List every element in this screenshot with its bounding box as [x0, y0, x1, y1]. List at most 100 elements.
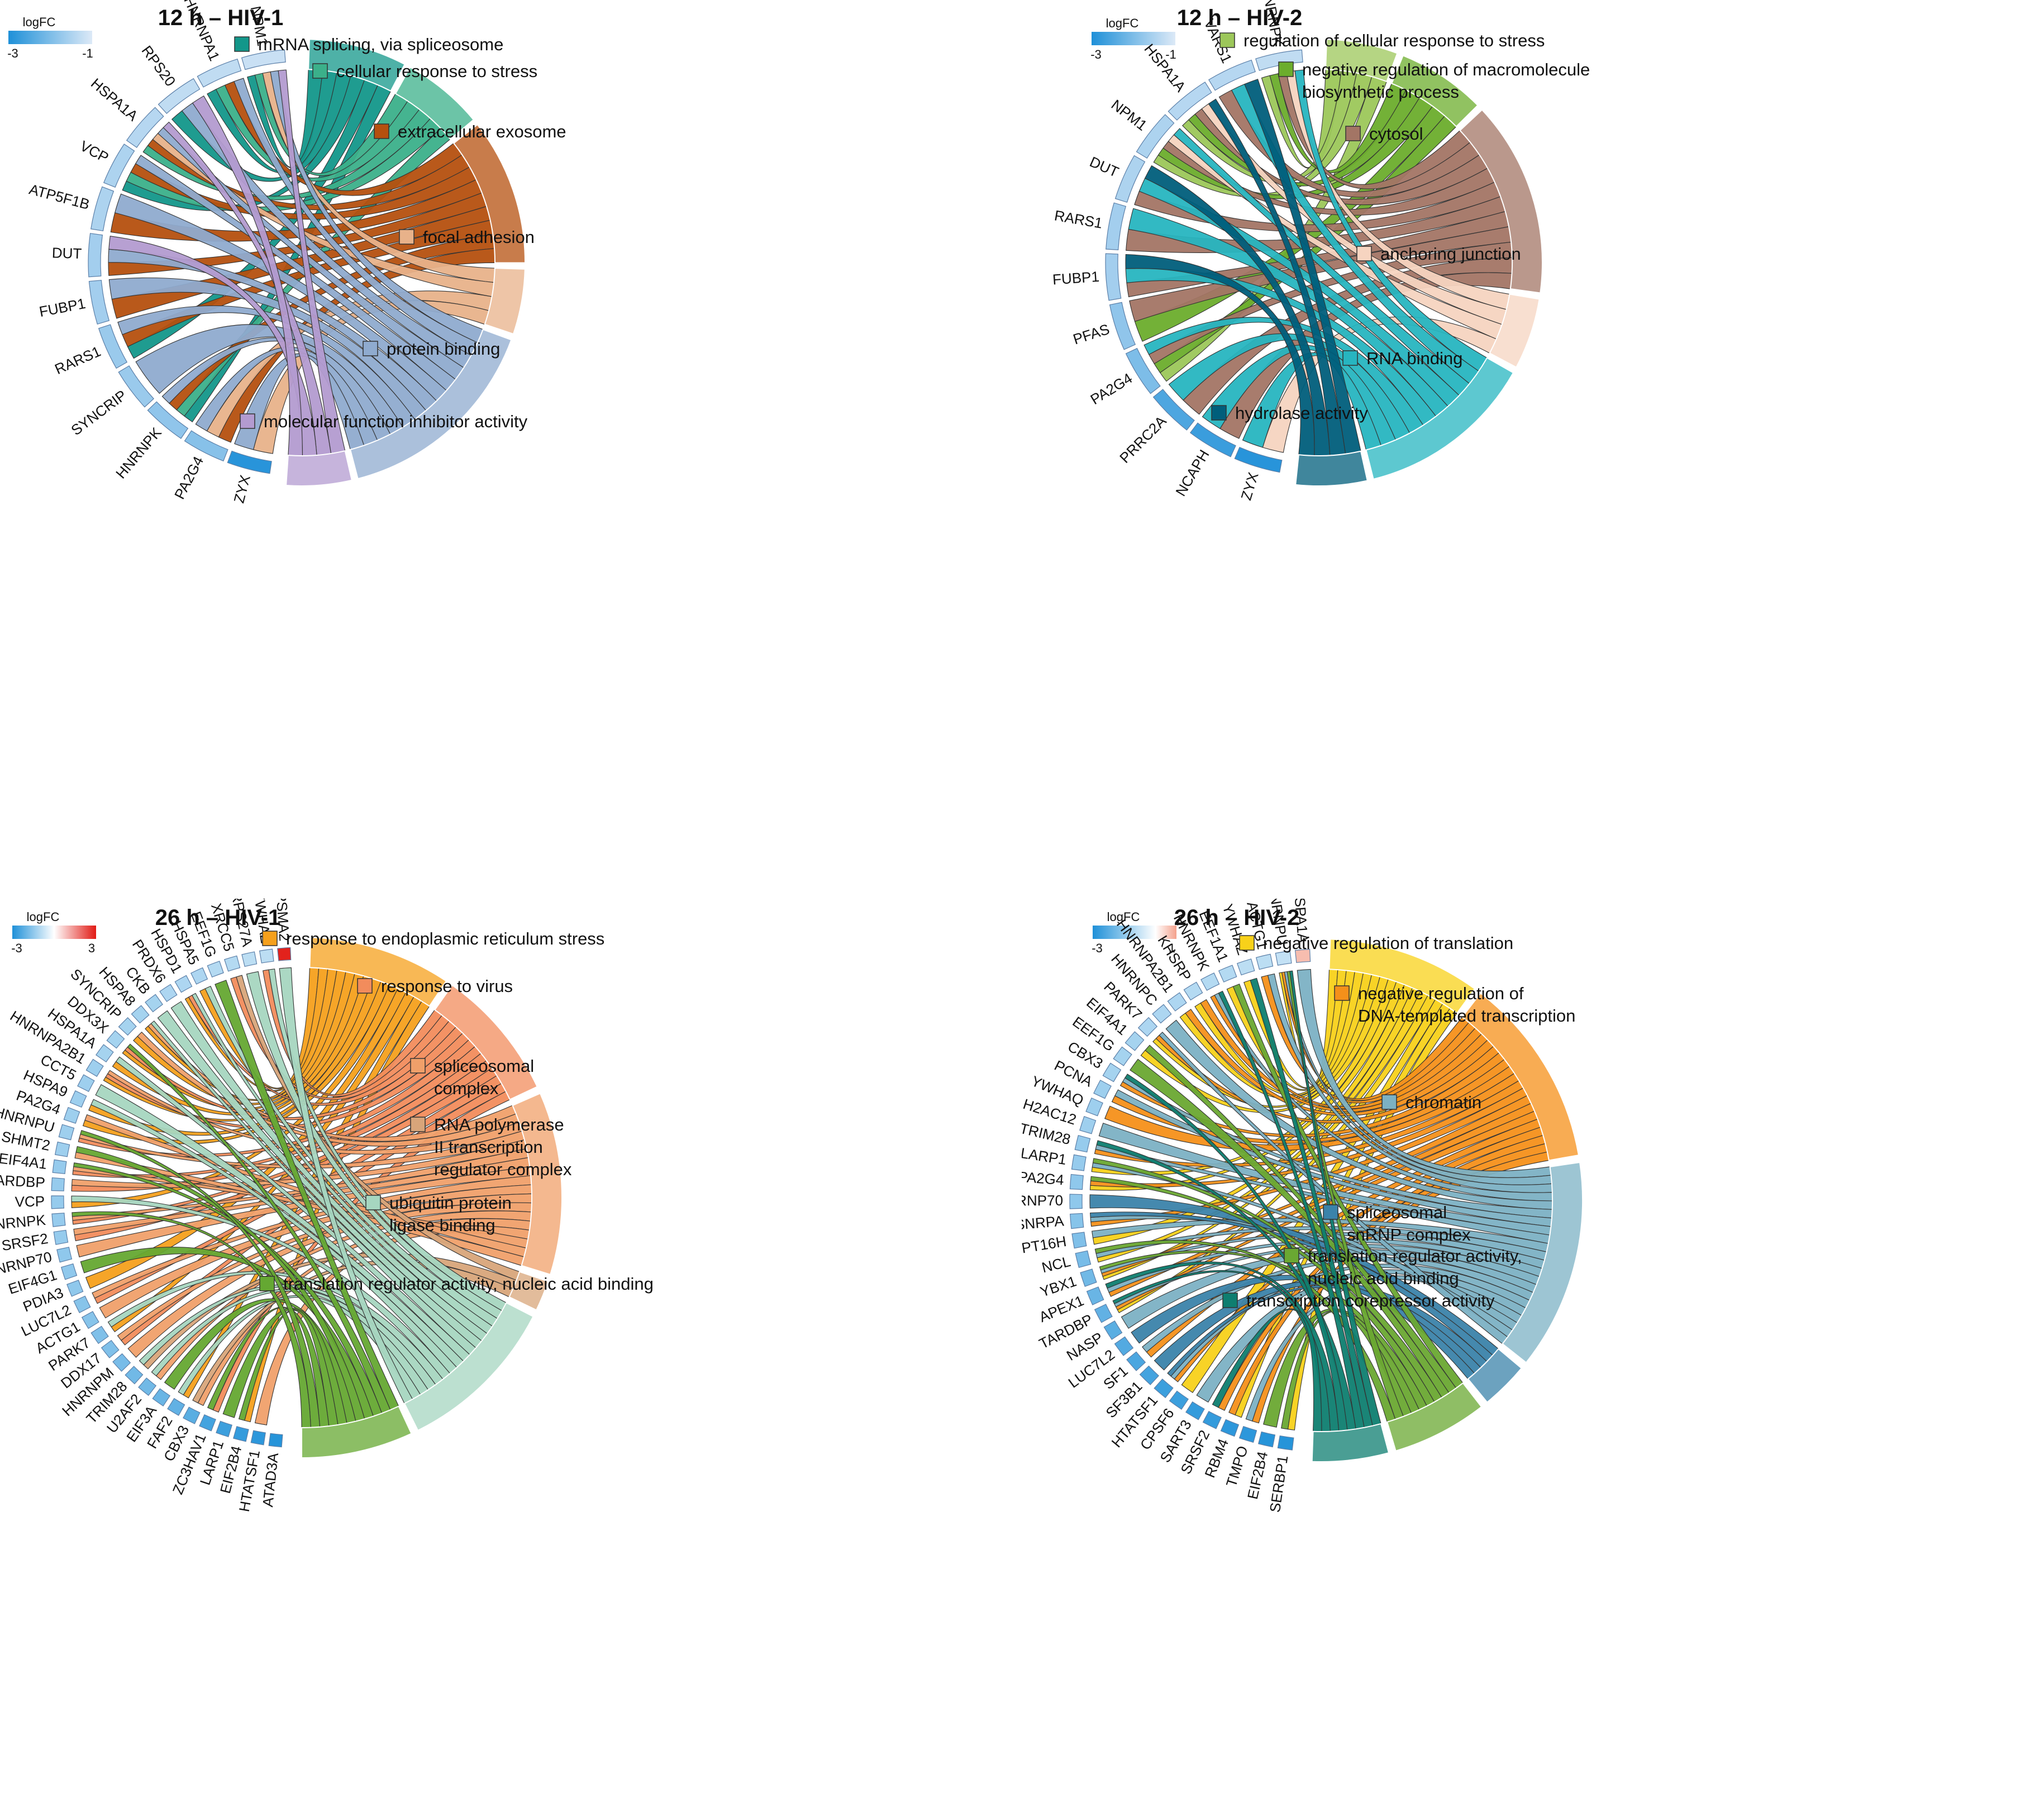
legend-swatch: [399, 229, 414, 245]
term-sectors: [285, 39, 526, 487]
gene-sector-eef1g: [207, 961, 224, 978]
gene-label-ncaph: NCAPH: [1172, 447, 1212, 499]
ribbon-molecular-function-inhibitor-activity-hspa1a: [163, 121, 332, 456]
term-sector-rna-binding: [1365, 357, 1514, 480]
legend-label: complex: [434, 1079, 499, 1098]
legend-label: spliceosomal: [434, 1056, 534, 1076]
gene-label-hnrnpk: HNRNPK: [112, 424, 165, 482]
gene-sector-hnrnpa1: [197, 58, 242, 88]
legend-item-cellular-response-to-stress: cellular response to stress: [312, 61, 537, 81]
gene-sector-eif4a1: [52, 1159, 67, 1175]
legend-swatch: [1219, 32, 1235, 48]
term-sector-cytosol: [1459, 109, 1543, 294]
ribbon-transcription-corepressor-activity-hnrnpu: [1289, 970, 1381, 1427]
gene-sector-tmpo: [1238, 1425, 1257, 1443]
gene-sector-u2af2: [138, 1377, 157, 1396]
ribbon-transcription-corepressor-activity-hnrnpk: [1218, 990, 1365, 1429]
ribbon-protein-binding-hspa1a: [157, 127, 464, 380]
ribbon-translation-regulator-activity-nucleic-acid-binding-pa2g4: [1090, 1176, 1435, 1406]
scale-title: logFC: [23, 15, 56, 29]
gene-sector-hnrnpk: [51, 1213, 66, 1227]
ribbon-extracellular-exosome-atp5f1b: [110, 179, 483, 242]
ribbon-chromatin-pcna: [1114, 1089, 1552, 1227]
term-sectors: [1311, 938, 1583, 1462]
scale-min-label: -3: [7, 46, 18, 60]
gene-sector-eef1a1: [1218, 965, 1237, 983]
ribbon-molecular-function-inhibitor-activity-rps20: [192, 95, 303, 456]
ribbon-extracellular-exosome-dut: [108, 192, 487, 276]
gene-sector-sf3b1: [1139, 1365, 1159, 1385]
ribbon-negative-regulation-of-dna-templated-transcription-park7: [1155, 1034, 1500, 1124]
gene-sector-serbp1: [1277, 1435, 1294, 1451]
term-sector-negative-regulation-of-macromolecule-biosynthetic-process: [1391, 55, 1479, 127]
gene-sector-rps20: [158, 78, 201, 115]
gene-sector-nasp: [1103, 1320, 1123, 1340]
ribbon-cytosol-dut: [1134, 182, 1501, 232]
ribbon-response-to-virus-hnrnpa2b1: [105, 1032, 470, 1130]
gene-sector-apex1: [1086, 1286, 1104, 1305]
ribbon-extracellular-exosome-hspa1a: [147, 139, 470, 211]
gene-sector-park7: [90, 1325, 109, 1344]
legend-item-molecular-function-inhibitor-activity: molecular function inhibitor activity: [240, 412, 528, 431]
legend-item-spliceosomal-complex: spliceosomal complex: [410, 1056, 534, 1098]
legend-label: nucleic acid binding: [1308, 1268, 1459, 1288]
legend-label: transcription corepressor activity: [1246, 1291, 1495, 1310]
gene-sector-ywhaz: [259, 948, 274, 964]
legend-item-mrna-splicing-via-spliceosome: mRNA splicing, via spliceosome: [234, 35, 503, 54]
gene-sector-atp5f1b: [90, 186, 115, 231]
legend-label: chromatin: [1405, 1093, 1481, 1112]
ribbon-negative-regulation-of-translation-ncl: [1097, 987, 1421, 1263]
gene-sector-ncl: [1075, 1250, 1092, 1268]
legend-label: snRNP complex: [1347, 1225, 1471, 1244]
legend-label: response to virus: [381, 976, 513, 996]
gene-label-atp5f1b: ATP5F1B: [27, 180, 92, 213]
gene-sector-snrnp70: [1069, 1194, 1083, 1209]
ribbon-negative-regulation-of-dna-templated-transcription-snrpa: [1090, 1088, 1528, 1227]
gene-sector-hnrnpk: [1255, 49, 1303, 71]
gene-sector-pa2g4: [1069, 1174, 1084, 1190]
scale-title: logFC: [27, 910, 60, 924]
gene-sector-rars1: [1106, 202, 1127, 251]
legend-swatch: [1323, 1204, 1338, 1220]
ribbon-response-to-virus-ddx3x: [124, 1026, 464, 1120]
ribbon-chromatin-park7: [1159, 1032, 1508, 1344]
legend-item-translation-regulator-activity-nucleic-acid-binding: translation regulator activity, nucleic …: [259, 1274, 654, 1294]
legend-label: RNA binding: [1366, 349, 1462, 368]
ribbon-hydrolase-activity-vars1: [1244, 79, 1361, 455]
ribbon-hydrolase-activity-dut: [1144, 165, 1331, 456]
gene-sector-hnrnpm: [112, 1353, 131, 1372]
ribbon-anchoring-junction-npm1: [1168, 134, 1503, 340]
ribbon-extracellular-exosome-hnrnpa1: [224, 81, 463, 196]
gene-sector-prrc2a: [1152, 389, 1195, 431]
gene-sector-htatsf1: [250, 1430, 266, 1446]
legend-swatch: [1334, 985, 1350, 1001]
term-sector-response-to-virus: [433, 984, 538, 1100]
gene-sector-syncrip: [118, 1017, 137, 1036]
logfc-color-scale: logFC -3 3: [11, 910, 96, 955]
gene-sector-snrnp70: [56, 1247, 73, 1263]
panel-title: 26 h – HIV-2: [1174, 905, 1300, 930]
gene-sector-hnrnpu: [1275, 950, 1292, 966]
gene-sector-vcp: [103, 144, 135, 188]
gene-sector-larp1: [1071, 1154, 1087, 1171]
gene-sector-pfas: [1109, 302, 1136, 350]
gene-sector-hnrnpc: [1152, 1004, 1172, 1024]
legend-label: anchoring junction: [1380, 244, 1521, 264]
gene-sector-ybx1: [1080, 1268, 1097, 1287]
gene-label-vcp: VCP: [77, 137, 111, 166]
legend-swatch: [1239, 935, 1255, 951]
term-sector-mrna-splicing-via-spliceosome: [308, 39, 406, 92]
legend-label: regulator complex: [434, 1160, 572, 1179]
legend-item-translation-regulator-activity-nucleic-acid-binding: translation regulator activity,nucleic a…: [1284, 1246, 1522, 1288]
ribbon-protein-binding-atp5f1b: [114, 193, 447, 402]
term-sectors: [301, 937, 563, 1459]
ribbon-transcription-corepressor-activity-ywhaz: [1250, 977, 1373, 1428]
legend-item-response-to-endoplasmic-reticulum-stress: response to endoplasmic reticulum stress: [262, 929, 604, 948]
legend-item-rna-polymerase-ii-transcription-regulator-complex: RNA polymerase II transcription regulator …: [410, 1115, 572, 1179]
gene-sector-pcna: [1093, 1080, 1112, 1099]
gene-sector-srsf2: [1202, 1410, 1222, 1429]
gene-label-ncl: NCL: [1040, 1253, 1073, 1276]
legend-item-extracellular-exosome: extracellular exosome: [374, 122, 566, 141]
gene-sector-actg1: [81, 1311, 99, 1329]
